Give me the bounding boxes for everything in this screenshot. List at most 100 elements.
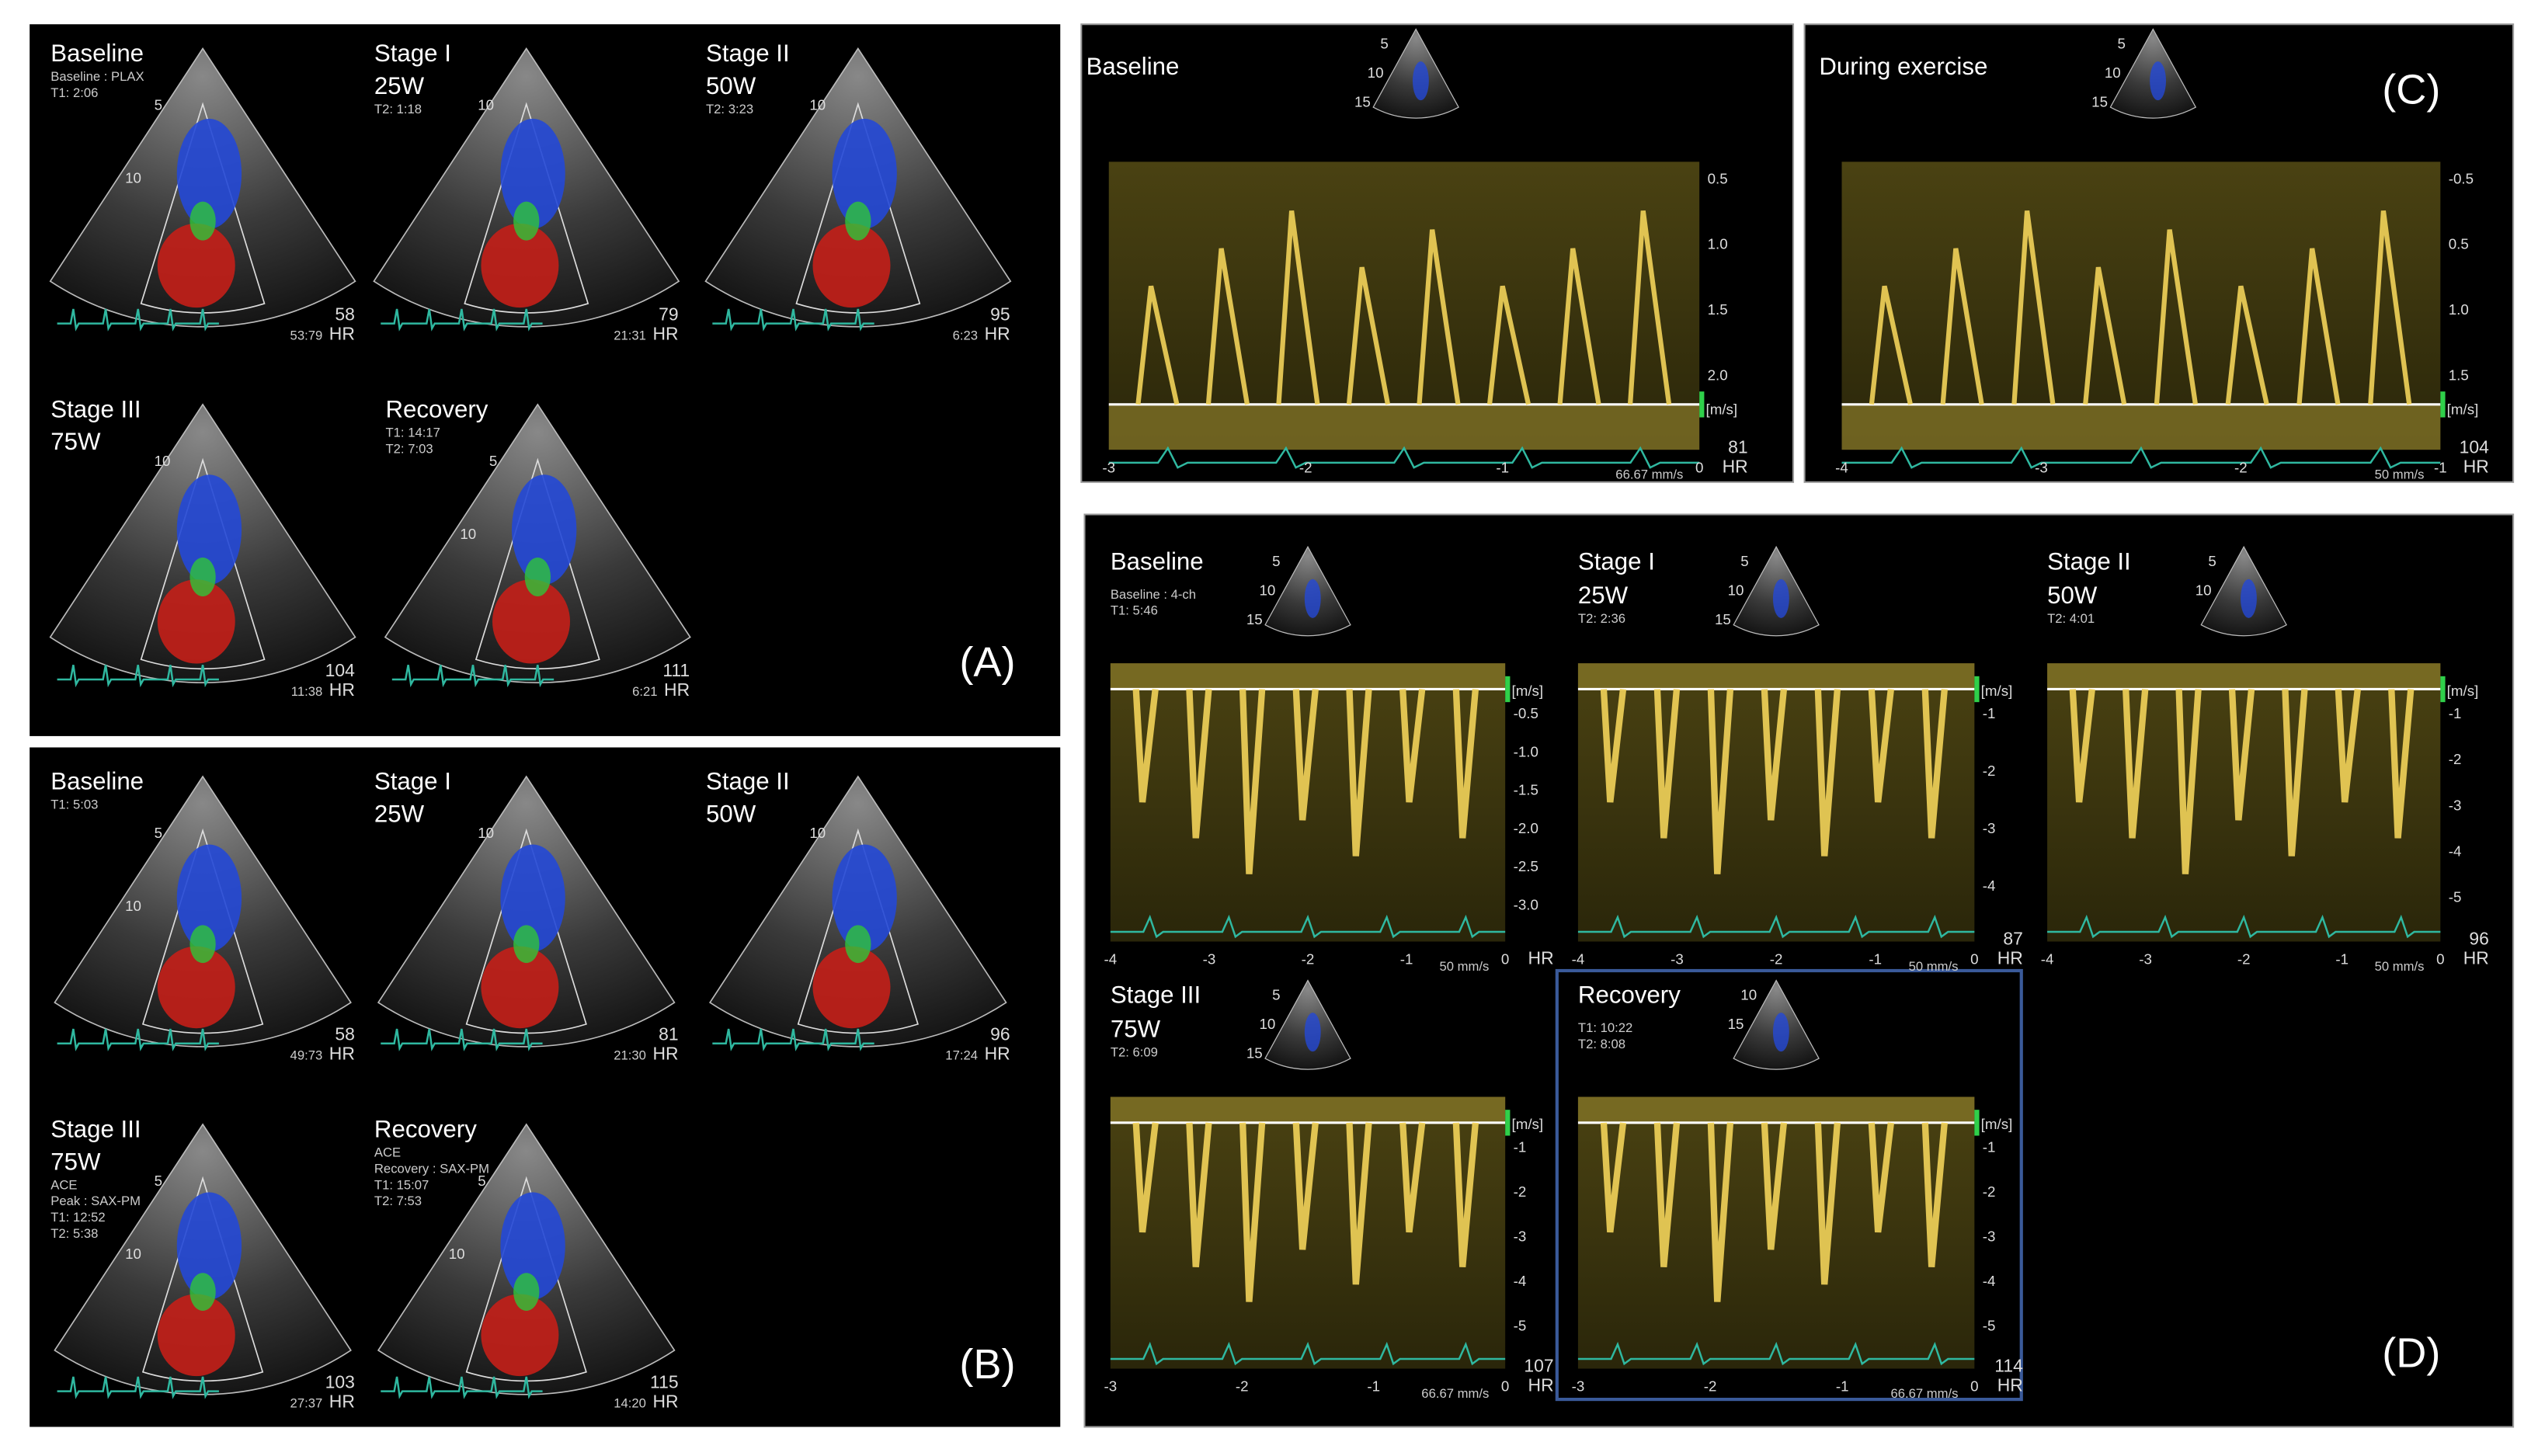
doppler-spikes: [1869, 210, 2412, 405]
heart-rate: 58: [335, 1024, 354, 1044]
depth-mark: 10: [1260, 1016, 1276, 1032]
heart-rate-unit: HR: [2463, 948, 2489, 968]
x-tick-label: -3: [1104, 1378, 1117, 1395]
x-tick-label: -2: [1302, 951, 1315, 968]
view-note: T1: 5:03: [50, 797, 98, 812]
depth-mark: 10: [478, 825, 494, 841]
depth-mark: 5: [155, 97, 162, 113]
heart-rate-unit: HR: [1528, 1375, 1554, 1395]
clip-time: 21:31: [614, 328, 646, 342]
ecg-trace: [1110, 914, 1506, 939]
view-subtitle: 75W: [50, 428, 101, 455]
heart-rate: 87: [2003, 929, 2022, 949]
view-title: Stage I: [1578, 547, 1655, 575]
ecg-trace: [57, 1028, 219, 1051]
panel-letter: (C): [2382, 66, 2440, 113]
view-title: Stage III: [1111, 982, 1201, 1009]
view-subtitle: 75W: [50, 1148, 101, 1175]
depth-mark: 10: [125, 169, 141, 186]
y-tick-label: 1.0: [2449, 301, 2469, 318]
heart-rate: 103: [325, 1372, 355, 1392]
doppler-trace: [1110, 1096, 1506, 1369]
y-tick-label: 1.5: [2449, 367, 2469, 384]
scale-marker: [2440, 676, 2446, 703]
view-note: T1: 15:07: [374, 1177, 429, 1192]
y-tick-label: -1.5: [1514, 782, 1538, 798]
flow-green: [845, 201, 871, 241]
heart-rate: 104: [2460, 436, 2489, 457]
depth-mark: 10: [2105, 64, 2121, 81]
flow-red: [481, 946, 559, 1029]
view-note: ACE: [374, 1145, 401, 1160]
x-tick-label: -1: [2335, 951, 2349, 968]
depth-mark: 10: [449, 1246, 465, 1262]
flow-blue: [2150, 61, 2166, 101]
flow-blue: [2241, 579, 2257, 618]
ecg-trace: [391, 665, 555, 688]
ecg-trace: [57, 308, 219, 332]
flow-blue: [176, 1192, 242, 1300]
view-note: T1: 5:46: [1111, 603, 1158, 618]
flow-green: [513, 925, 540, 964]
clip-time: 27:37: [290, 1396, 323, 1411]
flow-red: [812, 946, 891, 1029]
x-tick-label: -2: [1704, 1378, 1717, 1395]
view-title: Recovery: [374, 1116, 477, 1143]
x-tick-label: -3: [1102, 459, 1115, 475]
view-title: Stage II: [706, 768, 790, 795]
flow-red: [812, 223, 891, 308]
view-note: T2: 7:03: [386, 441, 433, 456]
flow-red: [481, 223, 559, 308]
scale-marker: [1974, 676, 1980, 703]
y-tick-label: -4: [2449, 843, 2462, 860]
heart-rate: 115: [650, 1372, 679, 1392]
sweep-speed: 66.67 mm/s: [1421, 1386, 1489, 1401]
y-tick-label: -1: [1983, 705, 1996, 721]
doppler-band: [1841, 404, 2441, 450]
y-tick-label: -2: [2449, 751, 2462, 767]
sweep-speed: 50 mm/s: [1909, 959, 1959, 974]
x-tick-label: -3: [1203, 951, 1216, 968]
depth-mark: 5: [2118, 35, 2126, 51]
y-tick-label: 0.5: [1708, 170, 1728, 186]
heart-rate: 104: [325, 660, 355, 680]
y-tick-label: -1: [2449, 705, 2462, 721]
scale-marker: [1699, 391, 1705, 418]
doppler-band: [1577, 663, 1975, 690]
depth-mark: 10: [2196, 582, 2212, 599]
flow-green: [513, 1273, 540, 1311]
heart-rate-unit: HR: [1528, 948, 1554, 968]
view-note: T1: 12:52: [50, 1210, 105, 1225]
doppler-trace: [1577, 1096, 1975, 1369]
flow-blue: [1304, 579, 1321, 618]
flow-blue: [176, 844, 242, 952]
flow-green: [189, 1273, 216, 1311]
ecg-trace: [2047, 914, 2441, 939]
clip-time: 14:20: [614, 1396, 646, 1411]
clip-time: 11:38: [291, 684, 322, 699]
ecg-trace: [1577, 1341, 1975, 1366]
flow-green: [513, 201, 540, 241]
y-tick-label: 0.5: [2449, 236, 2469, 252]
ecg-trace: [1841, 446, 2441, 469]
y-tick-label: -2.5: [1514, 858, 1538, 874]
view-title: Stage II: [706, 40, 790, 67]
ecg-trace: [57, 665, 219, 688]
unit-label: [m/s]: [1512, 1116, 1544, 1132]
flow-red: [157, 223, 235, 308]
heart-rate-unit: HR: [652, 324, 678, 344]
y-tick-label: -1: [1514, 1138, 1527, 1155]
y-tick-label: -5: [1983, 1317, 1996, 1333]
depth-mark: 10: [1728, 582, 1744, 599]
highlight-frame: [1555, 968, 2023, 1402]
depth-mark: 10: [809, 825, 826, 841]
depth-mark: 5: [1740, 553, 1748, 569]
y-tick-label: -2: [1983, 1183, 1996, 1200]
y-tick-label: -1: [1983, 1138, 1996, 1155]
view-note: T2: 5:38: [50, 1226, 98, 1241]
depth-mark: 10: [460, 526, 476, 542]
unit-label: [m/s]: [1981, 1116, 2013, 1132]
clip-time: 6:23: [953, 328, 978, 342]
depth-mark: 5: [2208, 553, 2216, 569]
